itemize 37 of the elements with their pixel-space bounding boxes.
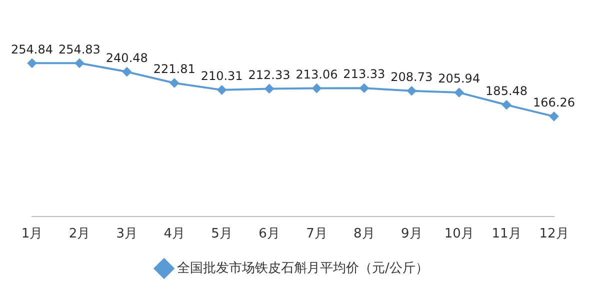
x-tick-label: 12月: [539, 226, 569, 242]
x-tick-label: 9月: [400, 226, 422, 242]
data-label: 254.84: [11, 42, 53, 56]
point: [264, 84, 274, 94]
data-label: 240.48: [106, 50, 148, 65]
point: [122, 67, 132, 76]
point: [550, 112, 558, 121]
data-label: 208.73: [390, 70, 433, 84]
x-tick-label: 3月: [116, 226, 138, 242]
x-tick-label: 1月: [21, 226, 43, 242]
x-tick-label: 5月: [211, 226, 232, 242]
point: [170, 78, 179, 88]
point: [454, 88, 464, 98]
data-label: 210.31: [200, 69, 243, 84]
point: [502, 100, 512, 110]
point: [407, 86, 416, 96]
x-tick-label: 11月: [492, 226, 522, 242]
x-tick-label: 10月: [444, 226, 474, 242]
x-tick-label: 8月: [354, 226, 375, 242]
data-label: 205.94: [438, 72, 480, 86]
point: [360, 84, 369, 93]
x-tick-label: 4月: [164, 226, 186, 242]
data-label: 254.83: [58, 42, 100, 56]
x-tick-label: 6月: [258, 226, 280, 242]
data-label: 185.48: [486, 84, 528, 98]
legend-label: 全国批发市场铁皮石斛月平均价（元/公斤）: [177, 260, 428, 276]
point: [28, 58, 36, 68]
x-tick-label: 2月: [68, 226, 90, 242]
data-label: 166.26: [533, 96, 575, 110]
data-label: 212.33: [248, 68, 290, 82]
point: [312, 84, 322, 93]
data-label: 221.81: [153, 62, 196, 76]
point: [217, 85, 226, 94]
x-tick-label: 7月: [306, 226, 328, 242]
data-label: 213.33: [343, 67, 386, 82]
point: [74, 58, 84, 68]
data-label: 213.06: [296, 67, 338, 82]
